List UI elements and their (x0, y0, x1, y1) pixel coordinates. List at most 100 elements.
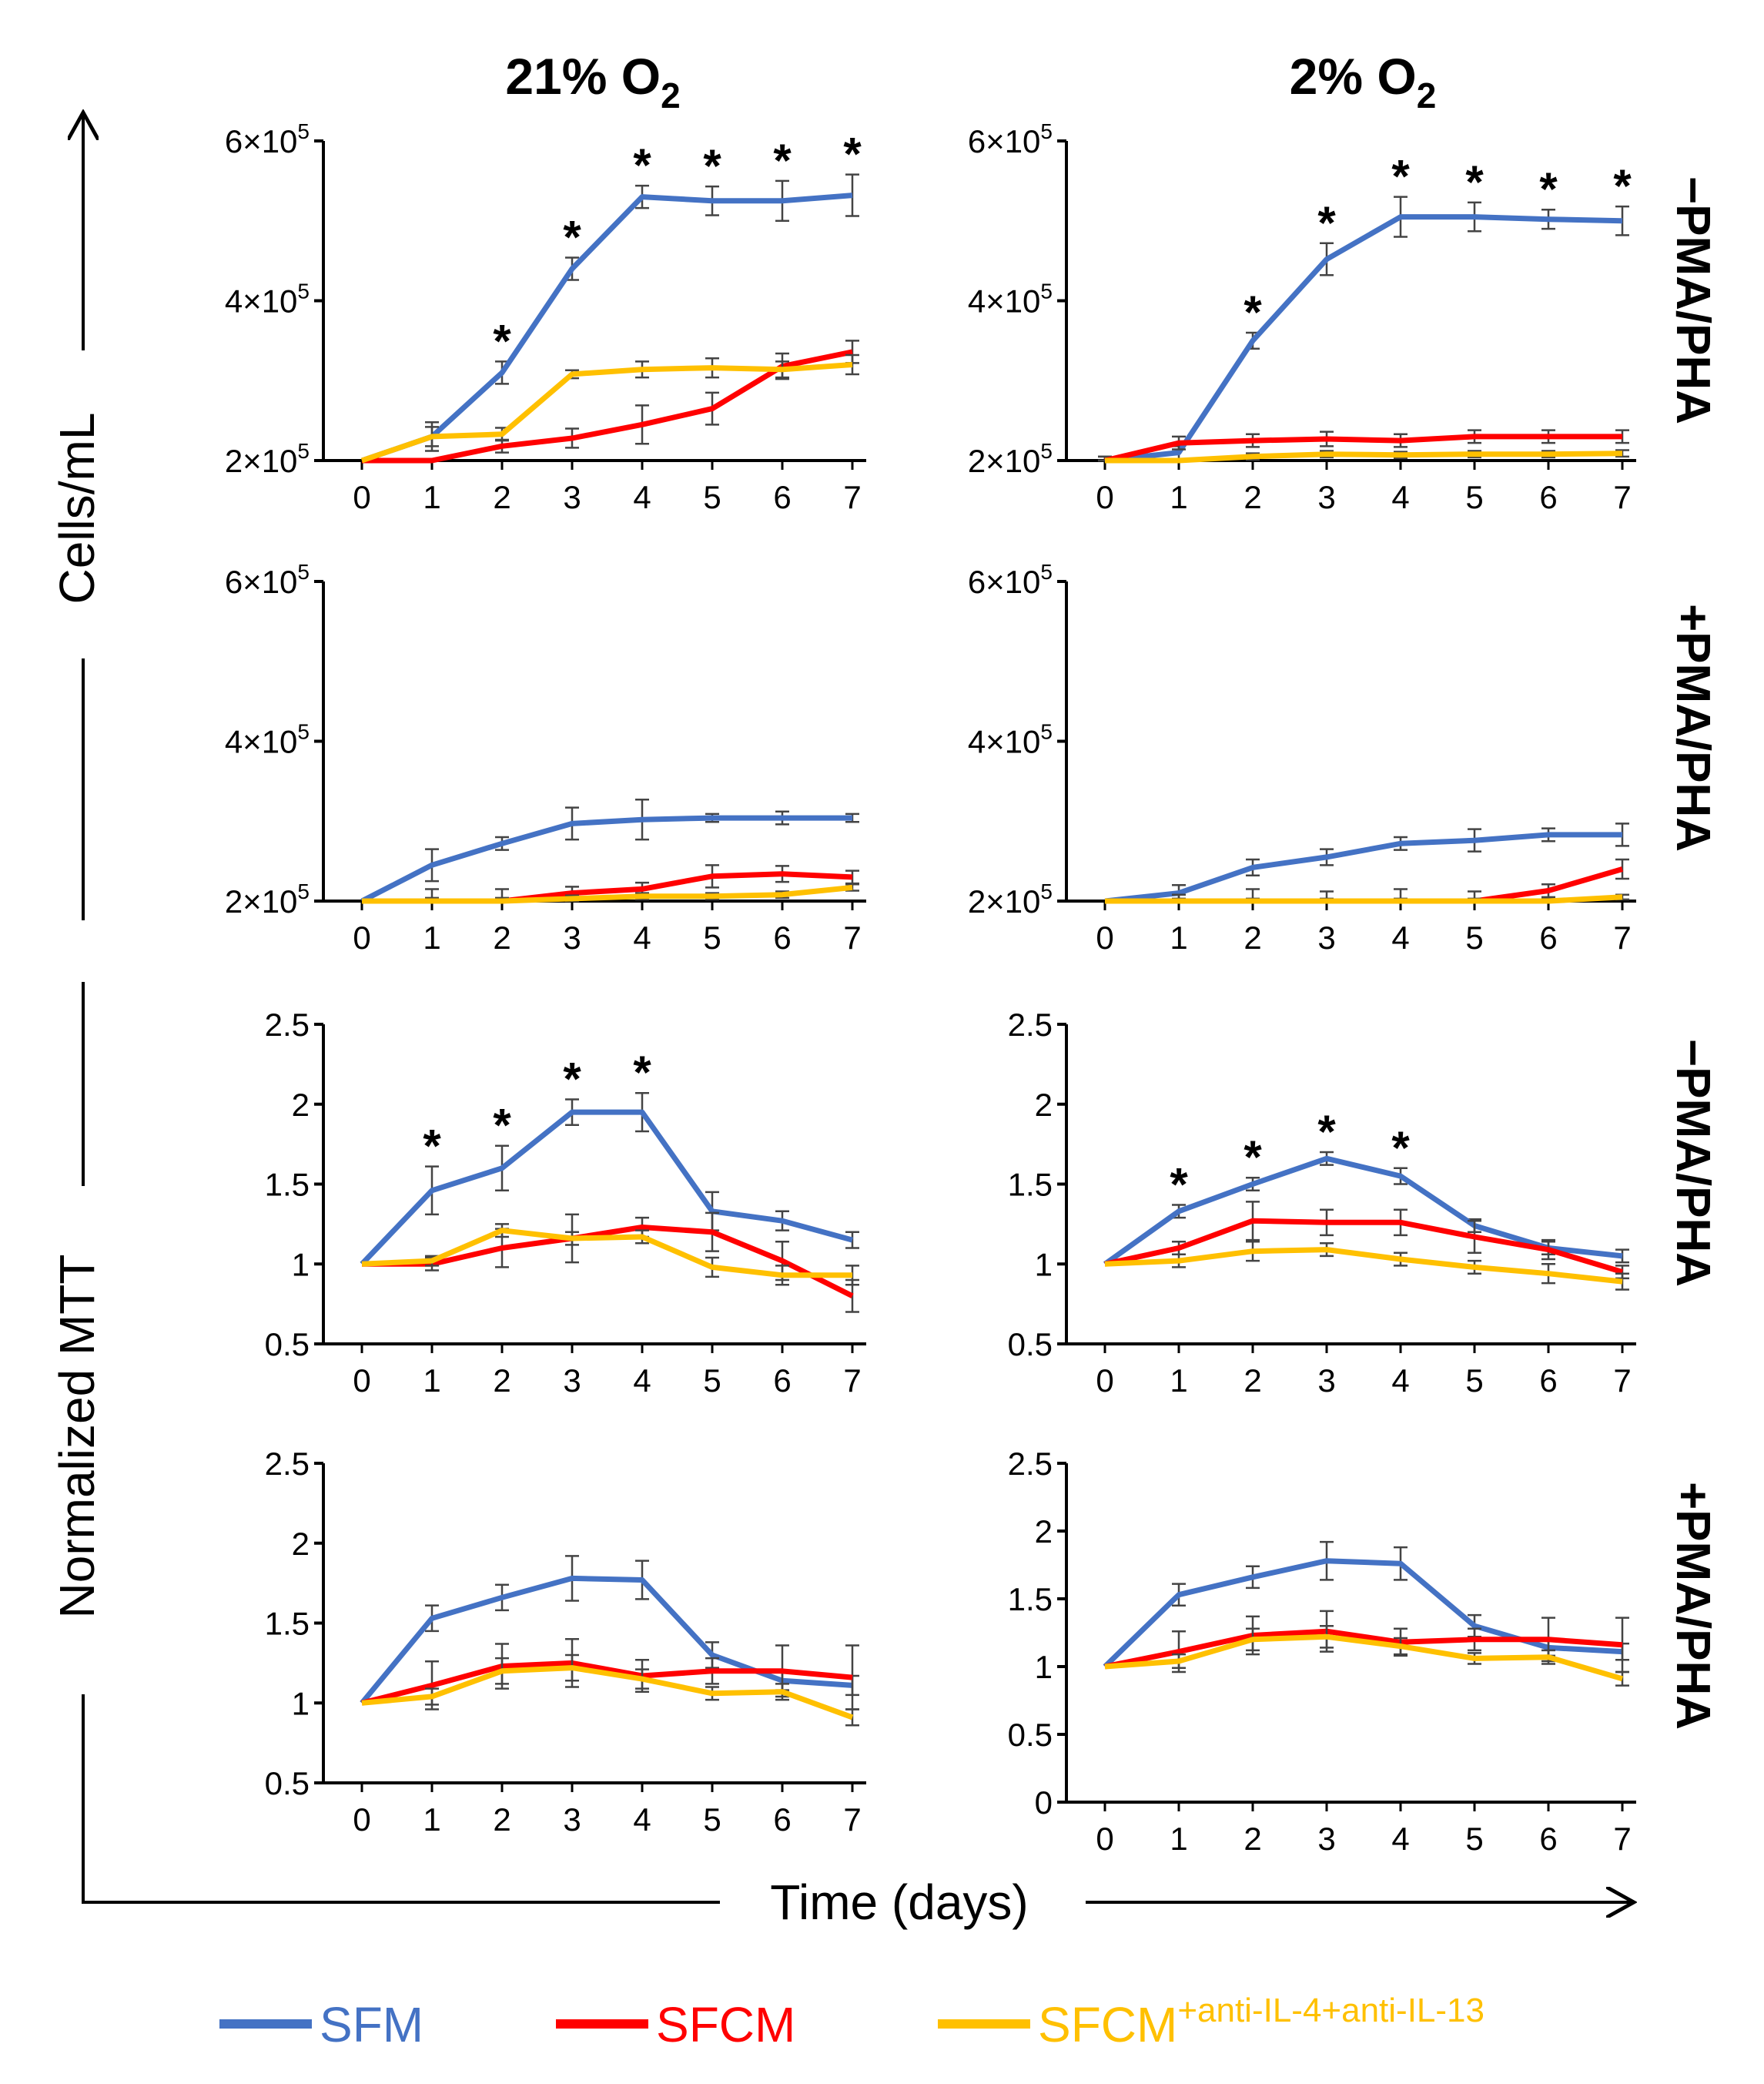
x-tick-label: 2 (1244, 920, 1261, 956)
x-tick-label: 4 (1391, 920, 1409, 956)
y-tick-label: 6×105 (225, 560, 310, 600)
series-sfcm-anti (361, 1223, 859, 1286)
y-tick-label: 2.5 (265, 1446, 310, 1482)
x-tick-label: 5 (703, 1362, 721, 1399)
x-tick-label: 4 (1391, 1821, 1409, 1857)
series-line-sfcm (1104, 434, 1622, 464)
y-tick-label: 0.5 (1008, 1326, 1053, 1362)
y-tick-label: 1.5 (1008, 1167, 1053, 1203)
column-title-21-o2: 21% O2 (505, 48, 680, 116)
row-label-minus-pma-pha-2: −PMA/PHA (1666, 1039, 1719, 1287)
x-tick-label: 1 (423, 479, 440, 515)
series-line-sfm (360, 815, 852, 904)
significance-star: * (493, 315, 511, 367)
row-label-minus-pma-pha-1: −PMA/PHA (1666, 176, 1719, 424)
y-tick-label: 1 (1035, 1246, 1053, 1282)
significance-star: * (1613, 160, 1632, 212)
x-tick-label: 6 (773, 920, 791, 956)
x-tick-label: 2 (1244, 1362, 1261, 1399)
significance-star: * (633, 139, 651, 191)
x-tick-label: 3 (1317, 920, 1335, 956)
x-tick-label: 1 (1170, 1362, 1187, 1399)
row-label-plus-pma-pha-2: +PMA/PHA (1666, 1482, 1719, 1730)
chart-panel-3: 2×105 4×105 6×105 0 1 2 3 4 5 6 7 (968, 560, 1636, 956)
series-line-sfm (1103, 1155, 1623, 1267)
significance-star: * (703, 140, 721, 192)
chart-panel-1: 2×105 4×105 6×105 0 1 2 3 4 5 6 7 * * * * * * (968, 119, 1636, 515)
legend-label-sfcm-anti: SFCM+anti-IL-4+anti-IL-13 (1038, 1992, 1485, 2052)
y-tick-label: 1 (292, 1685, 310, 1721)
x-tick-label: 3 (563, 1362, 581, 1399)
y-tick-label: 1.5 (265, 1167, 310, 1203)
x-tick-label: 4 (633, 920, 651, 956)
x-tick-label: 2 (1244, 1821, 1261, 1857)
x-tick-label: 5 (703, 479, 721, 515)
x-tick-label: 1 (423, 920, 440, 956)
significance-star: * (1244, 286, 1262, 338)
cells-axis-title: Cells/mL (49, 413, 105, 605)
y-tick-label: 2×105 (968, 439, 1053, 479)
y-tick-label: 1.5 (1008, 1581, 1053, 1617)
x-tick-label: 1 (1170, 1821, 1187, 1857)
x-tick-label: 4 (633, 479, 651, 515)
series-sfm (360, 798, 859, 904)
series-line-sfcm (362, 1225, 854, 1298)
series-sfcm (361, 1211, 859, 1313)
series-line-sfcm-anti (1105, 451, 1623, 464)
series-line-sfcm-anti (361, 1665, 854, 1720)
series-sfcm-anti (360, 353, 859, 464)
series-line-sfm (360, 1575, 853, 1705)
y-tick-label: 2×105 (225, 880, 310, 920)
chart-panel-0: 2×105 4×105 6×105 0 1 2 3 4 5 6 7 * * * * * * (225, 119, 866, 515)
series-sfcm-anti (1104, 1240, 1629, 1291)
y-tick-label: 6×105 (968, 560, 1053, 600)
y-tick-label: 2 (292, 1526, 310, 1562)
x-tick-label: 0 (353, 1362, 370, 1399)
row-label-plus-pma-pha-1: +PMA/PHA (1666, 604, 1719, 852)
x-tick-label: 5 (1465, 1821, 1483, 1857)
significance-star: * (563, 211, 581, 263)
x-tick-label: 3 (1317, 1821, 1335, 1857)
significance-star: * (773, 135, 792, 186)
series-sfm (360, 1555, 859, 1705)
legend-label-sfcm: SFCM (656, 1997, 795, 2052)
y-tick-label: 2 (1035, 1087, 1053, 1123)
x-tick-label: 2 (493, 1801, 510, 1838)
chart-panel-4: 0.5 1 1.5 2 2.5 0 1 2 3 4 5 6 7 * * * * (265, 1007, 866, 1399)
x-tick-label: 5 (1465, 479, 1483, 515)
significance-star: * (633, 1047, 651, 1098)
y-tick-label: 2×105 (225, 439, 310, 479)
x-tick-label: 6 (773, 479, 791, 515)
y-tick-label: 4×105 (968, 280, 1053, 320)
series-sfcm-anti (1104, 893, 1629, 904)
series-line-sfcm-anti (1104, 1247, 1623, 1285)
series-sfcm (1104, 858, 1629, 904)
legend-label-sfm: SFM (320, 1997, 423, 2052)
x-tick-label: 4 (633, 1801, 651, 1838)
y-tick-label: 0 (1035, 1784, 1053, 1821)
x-tick-label: 7 (1613, 920, 1631, 956)
legend: SFM SFCM SFCM+anti-IL-4+anti-IL-13 (219, 1992, 1485, 2052)
x-tick-label: 5 (1465, 1362, 1483, 1399)
y-tick-label: 2 (292, 1087, 310, 1123)
x-tick-label: 0 (1096, 1362, 1113, 1399)
x-tick-label: 2 (493, 920, 510, 956)
chart-panel-5: 0.5 1 1.5 2 2.5 0 1 2 3 4 5 6 7 * * * * (1008, 1007, 1636, 1399)
x-tick-label: 7 (1613, 479, 1631, 515)
series-line-sfcm (1104, 1628, 1623, 1670)
y-tick-label: 2 (1035, 1513, 1053, 1550)
significance-star: * (1170, 1158, 1188, 1210)
chart-panel-7: 0 0.5 1 1.5 2 2.5 0 1 2 3 4 5 6 7 (1008, 1446, 1636, 1857)
x-tick-label: 3 (1317, 479, 1335, 515)
x-tick-label: 5 (1465, 920, 1483, 956)
x-tick-label: 0 (1096, 920, 1113, 956)
series-line-sfcm-anti (1104, 1633, 1623, 1682)
x-tick-label: 6 (1539, 1362, 1557, 1399)
chart-panels: 2×105 4×105 6×105 0 1 2 3 4 5 6 7 * * * * * * 2×105 4×105 6… (225, 119, 1636, 1857)
y-tick-label: 1.5 (265, 1606, 310, 1642)
y-tick-label: 2.5 (1008, 1446, 1053, 1482)
x-tick-label: 3 (1317, 1362, 1335, 1399)
x-tick-label: 0 (353, 479, 370, 515)
significance-star: * (843, 129, 862, 180)
